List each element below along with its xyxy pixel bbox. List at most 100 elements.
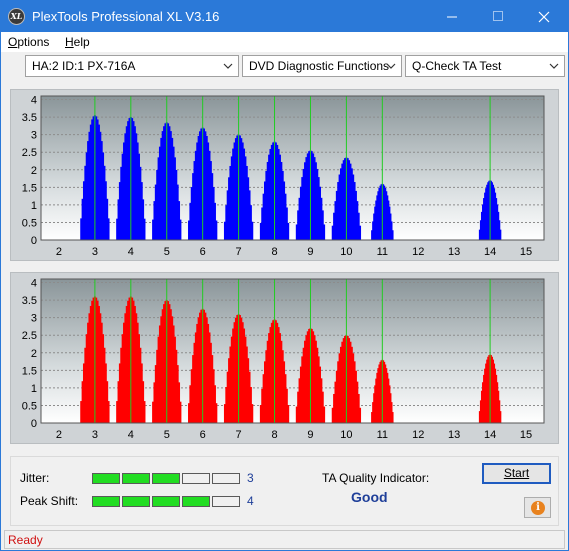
histogram-bar [207,323,210,423]
histogram-bar [153,201,156,240]
x-tick-label: 7 [236,429,242,441]
histogram-bar [136,322,139,423]
histogram-bar [163,126,165,240]
histogram-bar [315,162,317,240]
histogram-bar [179,219,182,240]
histogram-bar [98,305,100,423]
x-tick-label: 10 [340,429,352,441]
y-tick-label: 2 [31,165,37,177]
histogram-bar [178,201,181,240]
histogram-bar [498,400,501,423]
histogram-bar [251,404,254,423]
histogram-bar [263,361,266,423]
histogram-bar [323,224,326,240]
histogram-bar [225,205,228,240]
x-tick-label: 11 [377,429,388,441]
histogram-bar [190,187,193,240]
histogram-bar [371,412,373,423]
histogram-bar [285,388,288,423]
histogram-bar [388,385,391,423]
function-select[interactable]: DVD Diagnostic Functions [242,55,402,77]
histogram-bar [259,405,262,423]
histogram-bar [306,331,309,423]
histogram-bar [272,320,275,423]
histogram-bar [132,121,135,240]
histogram-bar [392,412,394,423]
test-select[interactable]: Q-Check TA Test [405,55,565,77]
menu-help[interactable]: Help [65,35,90,49]
histogram-bar [261,388,264,423]
histogram-bar [281,350,284,423]
histogram-bar [486,184,488,240]
x-tick-label: 9 [307,429,313,441]
maximize-button[interactable] [475,1,521,32]
results-panel: Jitter: 3 Peak Shift: 4 TA Quality Indic… [10,456,559,526]
x-tick-label: 10 [340,246,352,258]
histogram-bar [142,381,145,423]
histogram-bar [225,387,228,423]
drive-select[interactable]: HA:2 ID:1 PX-716A [25,55,239,77]
histogram-bar [80,401,83,423]
histogram-bar [280,340,283,423]
y-tick-label: 1.5 [22,182,37,194]
histogram-peak [371,183,394,240]
menu-help-rest: elp [73,35,90,49]
histogram-bar [341,163,344,240]
histogram-bar [194,332,197,423]
histogram-bar [371,230,373,240]
histogram-bar [495,374,498,423]
histogram-bar [158,325,161,423]
window-title: PlexTools Professional XL V3.16 [32,9,220,24]
menu-options[interactable]: Options [8,35,49,49]
histogram-bar [247,358,250,423]
histogram-bar [383,185,386,240]
start-button[interactable]: Start [482,463,551,484]
close-button[interactable] [521,1,567,32]
histogram-bar [157,336,160,423]
histogram-bar [127,121,130,240]
histogram-bar [355,370,357,423]
histogram-bar [272,142,275,240]
histogram-bar [234,317,237,423]
histogram-bar [299,366,302,423]
histogram-bar [188,220,190,240]
histogram-bar [192,355,195,423]
histogram-bar [174,157,176,240]
histogram-bar [265,170,268,240]
histogram-bar [178,382,181,423]
histogram-bar [485,188,487,240]
jitter-meter-segment [152,473,180,484]
info-button[interactable]: i [524,497,551,518]
histogram-bar [211,355,214,423]
histogram-bar [168,126,171,240]
histogram-bar [375,200,377,240]
histogram-bar [479,400,482,423]
histogram-bar [229,346,232,423]
x-tick-label: 6 [200,246,206,258]
histogram-bar [124,133,127,240]
histogram-bar [284,193,287,240]
title-bar[interactable]: XL PlexTools Professional XL V3.16 [1,1,568,32]
histogram-bar [84,347,87,423]
histogram-bar [287,405,290,423]
histogram-bar [379,361,382,423]
histogram-bar [297,210,300,240]
minimize-button[interactable] [429,1,475,32]
histogram-bar [494,192,497,240]
histogram-bar [168,304,171,423]
histogram-peak [371,359,394,423]
histogram-bar [118,182,121,240]
histogram-bar [87,322,89,423]
status-bar: Ready [4,530,565,549]
histogram-peak [478,180,502,240]
histogram-bar [344,335,346,423]
histogram-bar [154,365,157,423]
land-jitter-chart: 4 3.5 3 2.5 2 1.5 1 0.5 0 2 3 4 5 6 7 8 9 10 11 12 13 14 15 [22,95,545,258]
histogram-bar [239,135,241,240]
histogram-bar [317,177,320,240]
histogram-bar [372,221,374,240]
histogram-bar [132,300,135,423]
histogram-bar [135,313,138,423]
histogram-bar [310,328,313,423]
histogram-bar [304,340,306,423]
